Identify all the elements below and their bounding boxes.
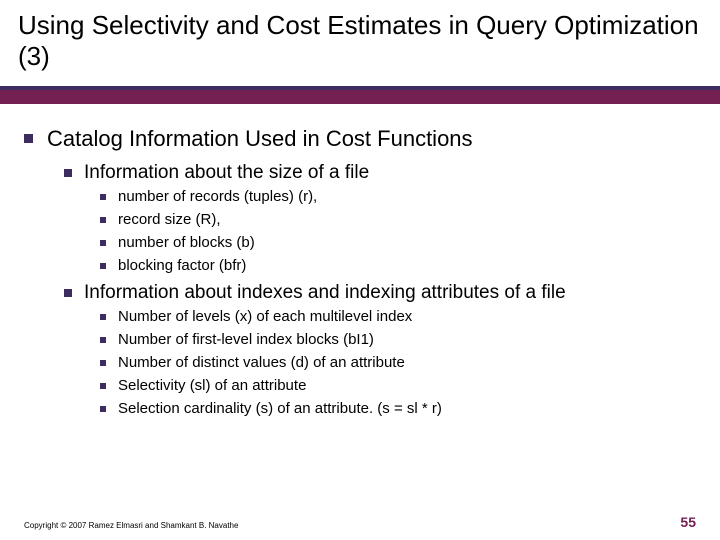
list-text: Selection cardinality (s) of an attribut… xyxy=(118,400,442,417)
square-bullet-icon xyxy=(100,240,106,246)
square-bullet-icon xyxy=(100,360,106,366)
square-bullet-icon xyxy=(24,134,33,143)
page-number: 55 xyxy=(680,514,696,530)
list-text: Number of levels (x) of each multilevel … xyxy=(118,308,412,325)
slide: Using Selectivity and Cost Estimates in … xyxy=(0,0,720,540)
square-bullet-icon xyxy=(100,217,106,223)
slide-footer: Copyright © 2007 Ramez Elmasri and Shamk… xyxy=(24,514,696,530)
square-bullet-icon xyxy=(100,337,106,343)
list-text: number of blocks (b) xyxy=(118,234,255,251)
list-text: number of records (tuples) (r), xyxy=(118,188,317,205)
square-bullet-icon xyxy=(100,314,106,320)
list-item: Number of distinct values (d) of an attr… xyxy=(100,354,696,371)
list-item: number of blocks (b) xyxy=(100,234,696,251)
square-bullet-icon xyxy=(64,169,72,177)
list-item: Catalog Information Used in Cost Functio… xyxy=(24,126,696,152)
list-text: Information about indexes and indexing a… xyxy=(84,282,566,304)
list-text: Selectivity (sl) of an attribute xyxy=(118,377,306,394)
list-item: blocking factor (bfr) xyxy=(100,257,696,274)
slide-content: Catalog Information Used in Cost Functio… xyxy=(0,104,720,417)
copyright-text: Copyright © 2007 Ramez Elmasri and Shamk… xyxy=(24,521,238,530)
sublist: Information about the size of a file num… xyxy=(64,162,696,417)
list-item: Information about the size of a file xyxy=(64,162,696,184)
square-bullet-icon xyxy=(100,194,106,200)
list-text: record size (R), xyxy=(118,211,221,228)
square-bullet-icon xyxy=(100,263,106,269)
list-item: number of records (tuples) (r), xyxy=(100,188,696,205)
sublist: number of records (tuples) (r), record s… xyxy=(100,188,696,274)
list-item: Selection cardinality (s) of an attribut… xyxy=(100,400,696,417)
list-item: Selectivity (sl) of an attribute xyxy=(100,377,696,394)
title-region: Using Selectivity and Cost Estimates in … xyxy=(0,0,720,90)
slide-title: Using Selectivity and Cost Estimates in … xyxy=(18,10,702,72)
list-text: Number of distinct values (d) of an attr… xyxy=(118,354,405,371)
list-text: Catalog Information Used in Cost Functio… xyxy=(47,126,473,152)
list-text: Information about the size of a file xyxy=(84,162,369,184)
list-text: Number of first-level index blocks (bI1) xyxy=(118,331,374,348)
square-bullet-icon xyxy=(100,406,106,412)
list-item: Number of first-level index blocks (bI1) xyxy=(100,331,696,348)
list-item: Information about indexes and indexing a… xyxy=(64,282,696,304)
list-text: blocking factor (bfr) xyxy=(118,257,246,274)
square-bullet-icon xyxy=(64,289,72,297)
accent-bar xyxy=(0,90,720,104)
sublist: Number of levels (x) of each multilevel … xyxy=(100,308,696,417)
square-bullet-icon xyxy=(100,383,106,389)
list-item: Number of levels (x) of each multilevel … xyxy=(100,308,696,325)
list-item: record size (R), xyxy=(100,211,696,228)
